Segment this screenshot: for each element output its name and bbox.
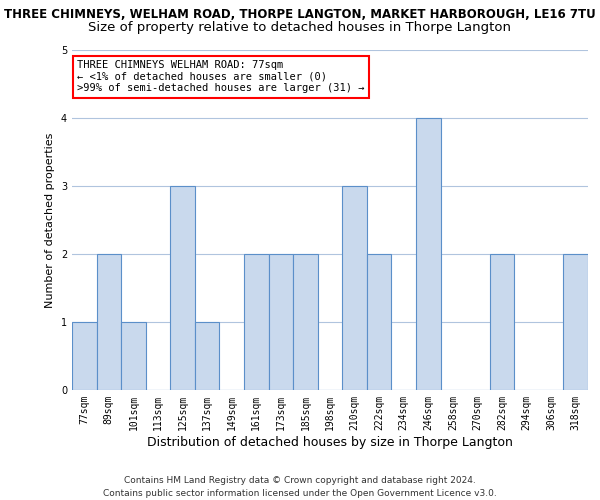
Bar	[244, 254, 269, 390]
Text: THREE CHIMNEYS WELHAM ROAD: 77sqm
← <1% of detached houses are smaller (0)
>99% : THREE CHIMNEYS WELHAM ROAD: 77sqm ← <1% …	[77, 60, 365, 94]
X-axis label: Distribution of detached houses by size in Thorpe Langton: Distribution of detached houses by size …	[147, 436, 513, 448]
Bar	[490, 254, 514, 390]
Bar	[416, 118, 440, 390]
Bar	[170, 186, 195, 390]
Text: Contains HM Land Registry data © Crown copyright and database right 2024.
Contai: Contains HM Land Registry data © Crown c…	[103, 476, 497, 498]
Bar	[293, 254, 318, 390]
Bar	[563, 254, 588, 390]
Bar	[72, 322, 97, 390]
Text: Size of property relative to detached houses in Thorpe Langton: Size of property relative to detached ho…	[89, 21, 511, 34]
Bar	[121, 322, 146, 390]
Bar	[195, 322, 220, 390]
Text: THREE CHIMNEYS, WELHAM ROAD, THORPE LANGTON, MARKET HARBOROUGH, LE16 7TU: THREE CHIMNEYS, WELHAM ROAD, THORPE LANG…	[4, 8, 596, 20]
Bar	[342, 186, 367, 390]
Y-axis label: Number of detached properties: Number of detached properties	[46, 132, 55, 308]
Bar	[367, 254, 391, 390]
Bar	[97, 254, 121, 390]
Bar	[269, 254, 293, 390]
